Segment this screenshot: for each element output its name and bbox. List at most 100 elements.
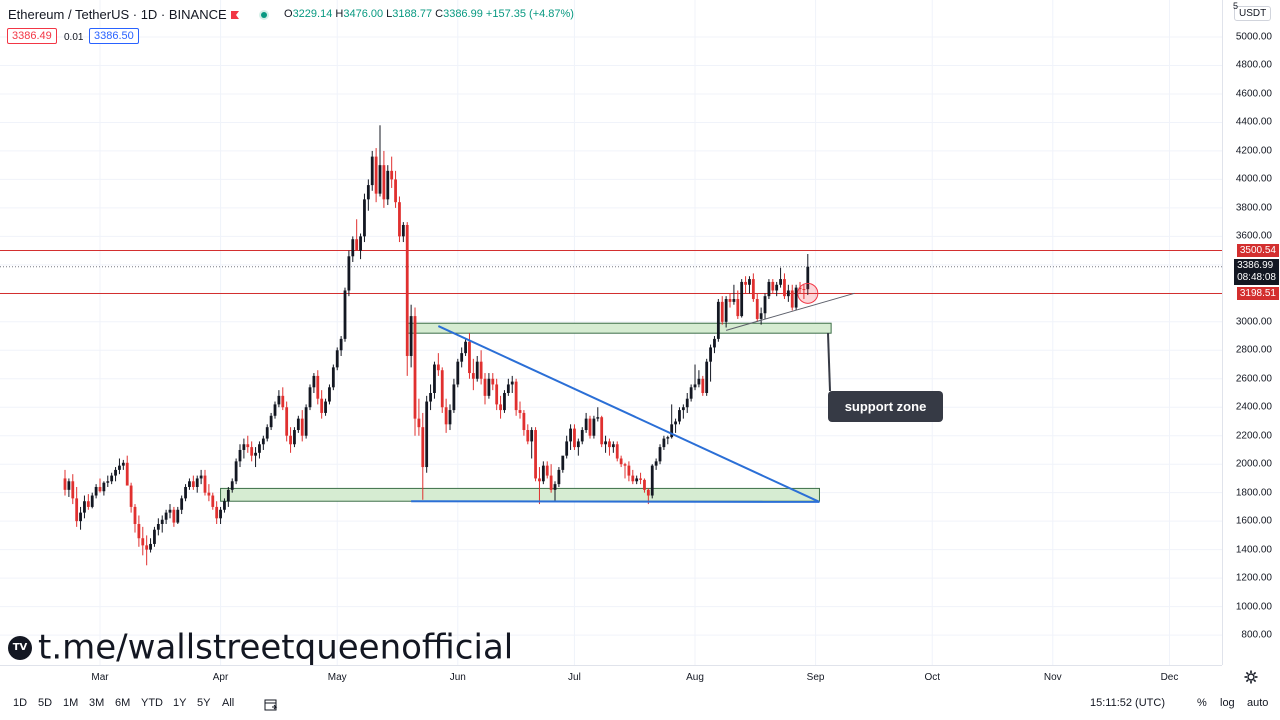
candle-body bbox=[335, 350, 339, 368]
range-button-5y[interactable]: 5Y bbox=[197, 697, 211, 709]
status-dot-icon bbox=[259, 10, 269, 20]
range-button-1d[interactable]: 1D bbox=[13, 697, 28, 709]
candle-body bbox=[510, 381, 514, 385]
candle-body bbox=[444, 407, 448, 425]
candle-body bbox=[573, 428, 576, 448]
support-zone-box bbox=[406, 322, 832, 334]
price-tick: 3600.00 bbox=[1235, 230, 1272, 242]
candle-body bbox=[549, 475, 553, 490]
candle-body bbox=[191, 481, 195, 487]
candle-body bbox=[374, 156, 378, 194]
log-toggle[interactable]: log bbox=[1220, 697, 1235, 709]
candle-body bbox=[646, 489, 650, 496]
high-value: 3476.00 bbox=[343, 8, 384, 20]
candle-body bbox=[631, 475, 635, 482]
watermark: TV t.me/wallstreetqueenofficial bbox=[8, 626, 513, 665]
candle-body bbox=[98, 486, 102, 492]
support-zone-callout[interactable]: support zone bbox=[828, 391, 943, 422]
settings-gear-icon[interactable] bbox=[1244, 670, 1258, 684]
candle-body bbox=[643, 479, 646, 490]
candle-body bbox=[592, 418, 596, 436]
price-axis[interactable]: 5000.00 4800.00 4600.00 4400.00 4200.00 4000.… bbox=[1222, 0, 1280, 665]
candle-body bbox=[627, 465, 631, 476]
candle-body bbox=[234, 461, 238, 482]
open-value: 3229.14 bbox=[292, 8, 333, 20]
clock-time[interactable]: 15:11:52 (UTC) bbox=[1090, 697, 1165, 709]
candle-body bbox=[697, 378, 701, 385]
candle-body bbox=[94, 486, 98, 496]
range-button-all[interactable]: All bbox=[222, 697, 235, 709]
time-tick: Dec bbox=[1160, 672, 1179, 683]
low-value: 3188.77 bbox=[392, 8, 433, 20]
candle-body bbox=[779, 279, 782, 285]
price-tick: 2800.00 bbox=[1235, 344, 1272, 356]
candle-body bbox=[487, 378, 491, 396]
scale-digit: 5 bbox=[1233, 1, 1239, 11]
candle-body bbox=[238, 449, 242, 462]
candle-body bbox=[608, 441, 611, 448]
candle-body bbox=[86, 501, 90, 507]
range-button-6m[interactable]: 6M bbox=[115, 697, 131, 709]
candle-body bbox=[265, 427, 269, 439]
chart-area[interactable]: Ethereum / TetherUS · 1D · BINANCE O3229… bbox=[0, 0, 1222, 665]
candle-body bbox=[219, 509, 222, 519]
range-button-5d[interactable]: 5D bbox=[38, 697, 53, 709]
range-button-3m[interactable]: 3M bbox=[89, 697, 105, 709]
candle-body bbox=[713, 338, 716, 348]
high-label: H bbox=[335, 8, 344, 20]
support-price-label: 3198.51 bbox=[1236, 286, 1279, 300]
candle-body bbox=[557, 469, 561, 485]
candle-body bbox=[316, 375, 320, 399]
candle-body bbox=[102, 482, 106, 492]
candle-body bbox=[129, 485, 133, 507]
candle-body bbox=[269, 415, 273, 428]
candle-body bbox=[421, 427, 425, 468]
candle-body bbox=[716, 301, 720, 339]
candle-body bbox=[436, 364, 440, 371]
callout-pointer bbox=[827, 332, 831, 392]
price-chart[interactable] bbox=[0, 0, 1222, 665]
candle-body bbox=[281, 395, 285, 408]
candle-body bbox=[409, 316, 413, 356]
percent-toggle[interactable]: % bbox=[1197, 697, 1207, 709]
candle-body bbox=[693, 384, 697, 388]
candle-body bbox=[156, 524, 160, 530]
range-button-ytd[interactable]: YTD bbox=[141, 697, 163, 709]
candle-body bbox=[363, 199, 366, 237]
candle-body bbox=[635, 478, 639, 482]
candle-body bbox=[230, 481, 234, 490]
candle-body bbox=[242, 444, 246, 450]
buy-price-button[interactable]: 3386.50 bbox=[89, 28, 139, 44]
goto-date-icon[interactable] bbox=[264, 698, 278, 712]
candle-body bbox=[79, 512, 82, 522]
time-tick: Apr bbox=[212, 672, 229, 683]
candle-body bbox=[709, 347, 712, 362]
candle-body bbox=[355, 239, 359, 251]
price-tick: 1000.00 bbox=[1235, 601, 1272, 613]
candle-body bbox=[71, 481, 75, 499]
price-tick: 2200.00 bbox=[1235, 430, 1272, 442]
candle-body bbox=[545, 465, 549, 476]
candle-body bbox=[110, 475, 114, 482]
currency-button[interactable]: USDT bbox=[1234, 6, 1272, 21]
candle-body bbox=[662, 438, 666, 448]
candle-body bbox=[775, 284, 779, 291]
auto-toggle[interactable]: auto bbox=[1247, 697, 1269, 709]
range-button-1m[interactable]: 1M bbox=[63, 697, 79, 709]
candle-body bbox=[806, 266, 810, 290]
candle-body bbox=[674, 421, 677, 425]
candle-body bbox=[541, 465, 545, 482]
open-label: O bbox=[284, 8, 293, 20]
resistance-price-label: 3500.54 bbox=[1236, 243, 1279, 257]
symbol-title[interactable]: Ethereum / TetherUS · 1D · BINANCE bbox=[8, 7, 227, 22]
candle-body bbox=[514, 381, 518, 411]
candle-body bbox=[678, 410, 681, 422]
sell-price-button[interactable]: 3386.49 bbox=[7, 28, 57, 44]
price-tick: 800.00 bbox=[1241, 629, 1272, 641]
time-axis[interactable]: Mar Apr May Jun Jul Aug Sep Oct Nov Dec bbox=[0, 665, 1222, 690]
flag-icon[interactable] bbox=[230, 10, 240, 20]
candle-body bbox=[576, 441, 580, 448]
range-button-1y[interactable]: 1Y bbox=[173, 697, 187, 709]
trendline bbox=[437, 325, 820, 503]
candle-body bbox=[506, 384, 510, 393]
